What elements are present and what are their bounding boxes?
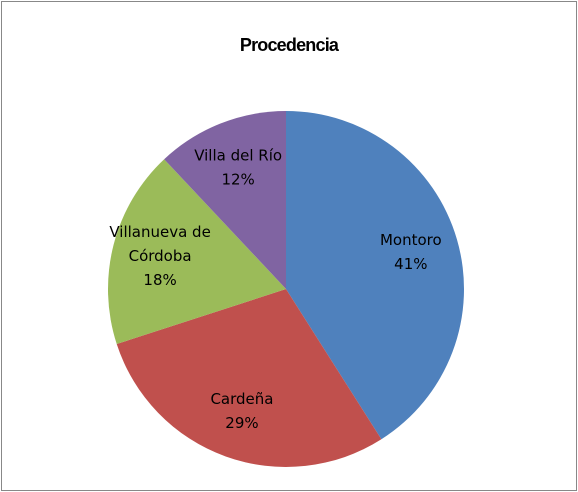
pie-slice [164,111,286,289]
category-label: Montoro [380,231,442,249]
category-label: Cardeña [210,390,273,408]
pie-slice [116,289,382,467]
category-label: Villa del Río [194,147,282,165]
pie-slice [286,111,464,440]
value-label: 41% [394,255,427,273]
value-label: 12% [221,171,254,189]
value-label: 18% [143,271,176,289]
category-label: Villanueva de Córdoba [109,223,210,265]
value-label: 29% [225,414,258,432]
chart-title: Procedencia [240,35,340,55]
pie-slice [108,159,287,345]
